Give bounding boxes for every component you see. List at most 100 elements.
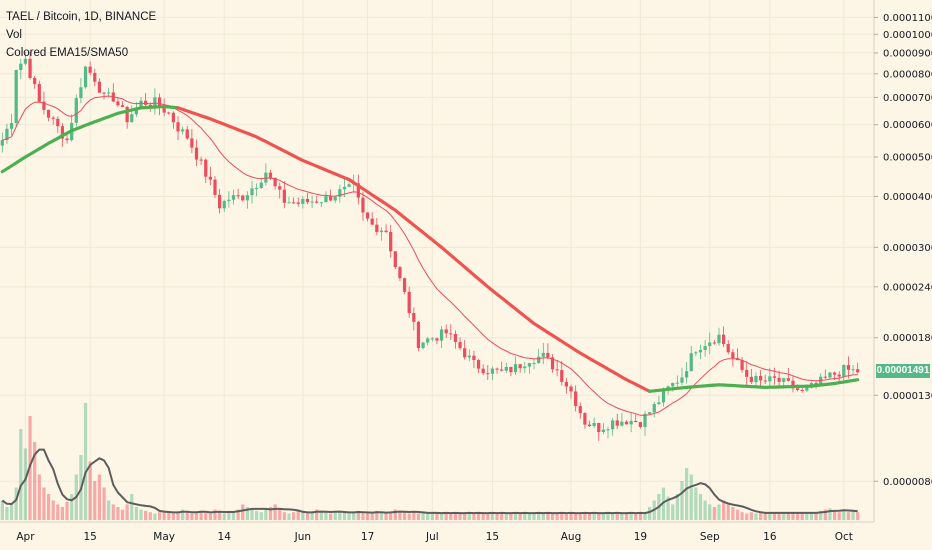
volume-indicator-label[interactable]: Vol [6,29,22,41]
candle-body [684,371,689,378]
volume-bar [333,512,337,520]
candle-body [389,232,393,252]
candle-body [393,251,397,268]
volume-bar [0,500,4,520]
sma50-segment [176,106,652,393]
volume-bar [814,512,818,520]
grid-lines [0,0,874,522]
candle-body [153,97,157,107]
price-axis[interactable]: 0.00011000 0.00010000 0.00009000 0.00008000… [874,13,932,488]
volume-bar [805,512,809,520]
volume-bar [402,512,407,520]
candle-body [130,114,134,123]
volume-bar [107,500,111,520]
volume-bar [254,510,259,520]
volume-bar [42,487,46,520]
candle-body [749,376,753,383]
volume-bar [125,504,129,520]
volume-bar [218,512,222,520]
candle-body [194,147,199,160]
candle-body [726,344,730,353]
candle-body [643,413,647,428]
volume-bar [144,510,148,520]
volume-bar [361,513,365,520]
volume-bar [671,504,675,520]
price-tick-label: 0.00009000 [883,48,932,59]
volume-bar [851,510,855,520]
volume-bar [740,512,744,520]
candle-body [199,159,203,161]
time-tick-label: 15 [83,531,96,543]
volume-bar [680,481,684,520]
volume-bar [430,512,434,520]
candle-body [689,353,693,372]
volume-bar [14,487,18,520]
price-tick-label: 0.00000800 [883,477,932,488]
volume-bar [37,474,41,520]
candle-body [583,413,587,425]
candle-body [236,195,240,197]
candle-body [786,378,790,381]
candle-body [828,372,832,378]
volume-bar [65,501,69,520]
volume-bar [185,512,189,520]
volume-bar [449,513,453,520]
candle-body [606,429,610,431]
volume-bar [620,513,624,520]
volume-bar [476,512,481,520]
candle-body [241,195,245,201]
volume-bar [338,510,342,520]
volume-bar [167,512,171,520]
candle-body [333,196,337,201]
candle-body [754,375,758,383]
volume-bar [712,507,716,520]
candle-body [278,186,282,190]
volume-bar [523,512,527,520]
volume-bar [398,510,402,520]
volume-bar [513,512,518,520]
time-tick-label: Jun [294,531,311,543]
volume-bar [763,513,767,520]
volume-bar [435,513,439,520]
candle-body [703,346,707,350]
volume-bar [532,513,536,520]
volume-bar [832,510,837,520]
candle-body [851,369,855,371]
candle-body [19,63,23,71]
volume-bar [754,513,758,520]
candle-body [157,97,162,107]
time-tick-label: 14 [218,531,232,543]
symbol-title[interactable]: TAEL / Bitcoin, 1D, BINANCE [6,11,157,23]
candle-body [356,183,360,198]
volume-bar [245,507,249,520]
candle-body [569,386,573,392]
ma-indicator-label[interactable]: Colored EMA15/SMA50 [6,47,129,59]
candle-body [9,123,14,129]
volume-bar [527,513,532,520]
volume-bar [684,468,689,520]
volume-bar [694,487,698,520]
candle-body [167,112,171,114]
candle-body [527,363,532,367]
volume-bar [791,513,795,520]
candle-body [638,422,642,428]
candle-body [315,201,319,203]
volume-bar [315,509,319,520]
volume-bar [231,512,236,520]
volume-bar [541,513,545,520]
time-axis[interactable]: Apr 15 May 14 Jun 17 Jul 15 Aug 19 Sep 16 Oct [16,531,853,543]
volume-bar [615,512,619,520]
candle-body [402,278,407,292]
candle-body [675,382,679,384]
candle-body [758,375,763,381]
candle-body [504,366,508,371]
volume-bar [560,512,564,520]
volume-bar [393,509,397,520]
candle-body [648,412,652,414]
volume-bar [666,496,670,520]
volume-bar [389,512,393,520]
volume-bar [569,512,573,520]
volume-bar [426,513,430,520]
volume-bar [342,512,347,520]
